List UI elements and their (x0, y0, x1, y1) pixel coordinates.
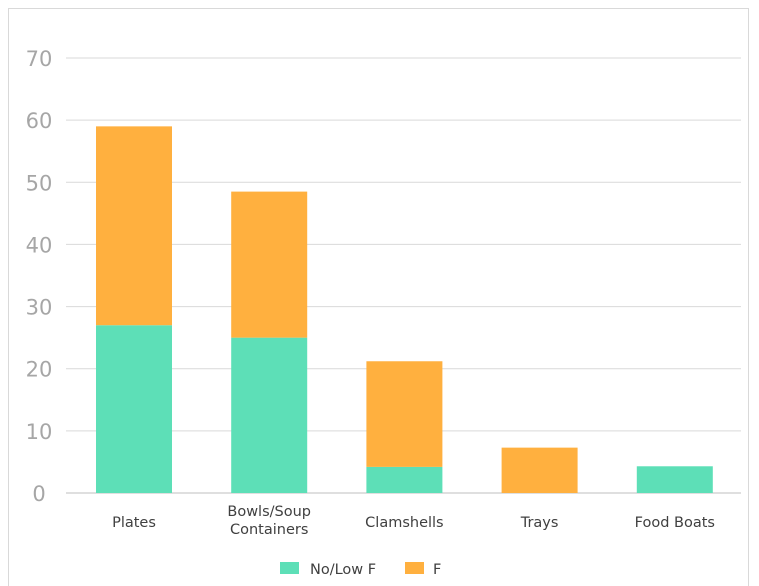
legend-label: F (433, 562, 441, 578)
bar-segment-f (366, 361, 443, 467)
legend-label: No/Low F (310, 562, 376, 578)
y-tick-label: 60 (26, 109, 53, 133)
y-tick-label: 0 (32, 482, 45, 506)
bar-segment-f (501, 447, 578, 493)
y-tick-label: 50 (26, 171, 53, 195)
y-tick-label: 40 (26, 233, 53, 257)
y-tick-label: 30 (26, 296, 53, 320)
x-category-label: Trays (520, 515, 559, 531)
x-category-label: Plates (112, 515, 156, 531)
y-tick-label: 20 (26, 358, 53, 382)
bar-segment-no-low-f (366, 466, 443, 493)
x-category-label: Bowls/Soup Containers (227, 504, 311, 538)
legend-swatch-f (405, 562, 424, 574)
x-category-label: Clamshells (365, 515, 443, 531)
bar-segment-no-low-f (636, 466, 713, 493)
bar-segment-f (96, 126, 172, 326)
y-tick-label: 70 (26, 47, 53, 71)
bar-segment-no-low-f (231, 337, 308, 493)
legend-swatch-no-low-f (280, 562, 299, 574)
x-category-label: Food Boats (635, 515, 715, 531)
bar-segment-no-low-f (96, 325, 172, 493)
y-tick-label: 10 (26, 420, 53, 444)
bar-segment-f (231, 191, 308, 338)
